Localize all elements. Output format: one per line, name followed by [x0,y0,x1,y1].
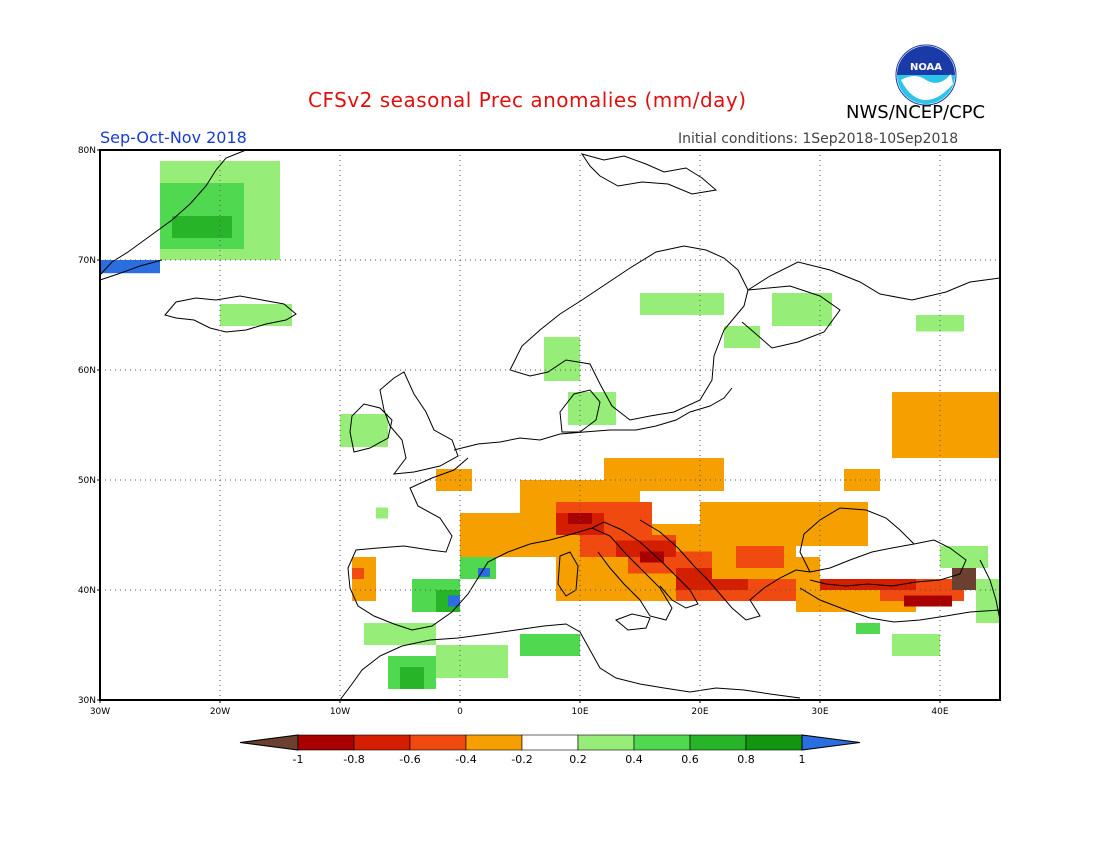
lat-tick-label: 60N [78,366,96,376]
legend-arrow-low [239,734,299,751]
anomaly-cell [220,304,292,326]
lat-tick-labels: 30N 40N 50N 60N 70N 80N [78,146,100,706]
legend-swatch [633,734,691,751]
legend-swatch [409,734,467,751]
coastlines [99,149,1001,701]
graticule [100,150,1000,700]
anomaly-cell [520,634,580,656]
legend-swatch [353,734,411,751]
anomaly-cell [436,469,472,491]
logo-text: NOAA [910,62,942,73]
lon-tick-labels: 30W 20W 10W 0 10E 20E 30E 40E [90,700,949,717]
anomaly-cell [640,293,724,315]
lon-tick-label: 10W [330,707,350,717]
org-label: NWS/NCEP/CPC [846,102,986,123]
anomaly-cell [940,546,988,568]
anomaly-cell [700,579,748,590]
anomaly-cell [604,458,724,491]
legend-swatch [745,734,803,751]
legend-swatch [521,734,579,751]
anomaly-cell [856,623,880,634]
legend-arrow-high [801,734,861,751]
noaa-logo-icon: NOAA [895,44,957,106]
anomaly-cell [478,568,490,577]
anomaly-cell [724,326,760,348]
map-frame [99,149,1001,701]
legend-label: -1 [293,753,304,766]
legend-swatch [465,734,523,751]
anomaly-cell [544,337,580,381]
legend-label: -0.4 [455,753,476,766]
anomaly-cell [892,392,1000,458]
lon-tick-label: 10E [571,707,588,717]
anomaly-cell [568,392,616,425]
legend-label: 0.8 [737,753,755,766]
lat-tick-label: 50N [78,476,96,486]
anomaly-cell [844,469,880,491]
legend-label: -0.2 [511,753,532,766]
anomaly-cell [772,293,832,326]
lat-tick-label: 70N [78,256,96,266]
legend-swatch [577,734,635,751]
anomaly-cell [376,507,388,519]
season-label: Sep-Oct-Nov 2018 [100,128,247,147]
legend-swatch [297,734,355,751]
legend-swatch [689,734,747,751]
legend-label: -0.6 [399,753,420,766]
color-legend: -1 -0.8 -0.6 -0.4 -0.2 0.2 0.4 0.6 0.8 1 [239,734,861,766]
legend-label: 0.4 [625,753,643,766]
anomaly-cell [640,551,664,563]
anomaly-cell [892,634,940,656]
anomaly-cell [100,260,160,274]
lon-tick-label: 30E [811,707,828,717]
anomaly-cell [700,502,868,546]
lon-tick-label: 20E [691,707,708,717]
lon-tick-label: 40E [931,707,948,717]
lat-tick-label: 30N [78,696,96,706]
legend-label: 0.6 [681,753,699,766]
anomaly-cell [568,513,592,524]
anomaly-cell [172,216,232,238]
lat-tick-label: 80N [78,146,96,156]
initial-conditions-label: Initial conditions: 1Sep2018-10Sep2018 [678,131,959,147]
anomaly-cell [916,315,964,332]
legend-label: 0.2 [569,753,587,766]
anomaly-cell [352,568,364,579]
legend-label: 1 [799,753,806,766]
anomaly-cell [736,546,784,568]
anomaly-cell [436,645,508,678]
anomaly-cell [400,667,424,689]
lon-tick-label: 30W [90,707,110,717]
map-title: CFSv2 seasonal Prec anomalies (mm/day) [308,88,747,112]
lon-tick-label: 20W [210,707,230,717]
legend-label: -0.8 [343,753,364,766]
lon-tick-label: 0 [457,707,463,717]
anomaly-cell [448,595,460,607]
lat-tick-label: 40N [78,586,96,596]
anomaly-cell [904,595,952,607]
anomaly-cell [952,568,976,590]
anomaly-cell [340,414,388,447]
